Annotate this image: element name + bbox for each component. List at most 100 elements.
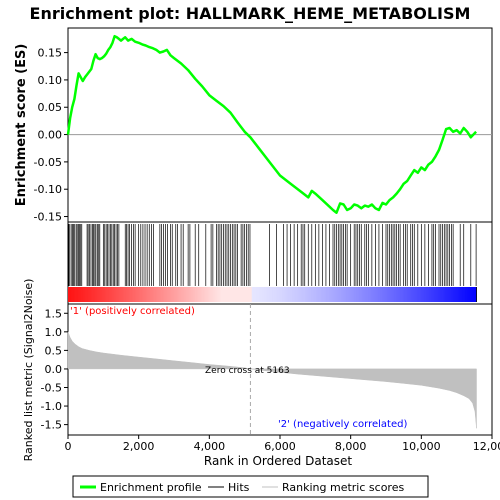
rank-color-cell bbox=[158, 287, 161, 302]
rank-color-cell bbox=[196, 287, 199, 302]
rank-color-cell bbox=[202, 287, 205, 302]
rank-color-cell bbox=[185, 287, 188, 302]
es-ytick-label: 0.10 bbox=[38, 74, 63, 87]
rank-color-cell bbox=[408, 287, 411, 302]
metric-xtick-label: 10,000 bbox=[402, 440, 441, 453]
rank-color-cell bbox=[157, 287, 159, 302]
rank-color-cell bbox=[121, 287, 124, 302]
rank-color-cell bbox=[325, 287, 328, 302]
rank-color-cell bbox=[455, 287, 458, 302]
rank-color-cell bbox=[410, 287, 412, 302]
rank-color-cell bbox=[395, 287, 398, 302]
rank-color-cell bbox=[89, 287, 92, 302]
rank-color-cell bbox=[346, 287, 349, 302]
metric-xtick-label: 12,000 bbox=[473, 440, 500, 453]
rank-color-cell bbox=[111, 287, 114, 302]
rank-color-cell bbox=[152, 287, 155, 302]
rank-color-cell bbox=[417, 287, 419, 302]
rank-color-cell bbox=[414, 287, 417, 302]
rank-color-cell bbox=[254, 287, 257, 302]
rank-color-cell bbox=[147, 287, 149, 302]
rank-color-cell bbox=[386, 287, 388, 302]
rank-color-cell bbox=[402, 287, 405, 302]
rank-color-cell bbox=[364, 287, 367, 302]
rank-color-cell bbox=[380, 287, 383, 302]
rank-color-cell bbox=[107, 287, 110, 302]
rank-color-cell bbox=[104, 287, 107, 302]
rank-color-cell bbox=[452, 287, 455, 302]
metric-ytick-label: -1.5 bbox=[41, 419, 62, 432]
rank-color-cell bbox=[366, 287, 369, 302]
rank-color-cell bbox=[82, 287, 84, 302]
rank-color-cell bbox=[172, 287, 175, 302]
rank-color-cell bbox=[401, 287, 404, 302]
rank-color-cell bbox=[265, 287, 268, 302]
rank-color-cell bbox=[226, 287, 229, 302]
rank-color-cell bbox=[465, 287, 467, 302]
metric-ytick-label: 0.0 bbox=[45, 363, 63, 376]
rank-color-cell bbox=[337, 287, 340, 302]
rank-color-cell bbox=[114, 287, 117, 302]
rank-color-cell bbox=[257, 287, 260, 302]
rank-color-cell bbox=[127, 287, 130, 302]
legend-box bbox=[72, 475, 429, 498]
rank-color-cell bbox=[315, 287, 318, 302]
rank-color-cell bbox=[274, 287, 277, 302]
rank-color-cell bbox=[264, 287, 267, 302]
rank-color-cell bbox=[319, 287, 322, 302]
rank-color-cell bbox=[68, 287, 70, 302]
rank-color-cell bbox=[248, 287, 251, 302]
rank-color-cell bbox=[113, 287, 116, 302]
metric-ytick-label: 1.0 bbox=[45, 326, 63, 339]
metric-ytick-label: -1.0 bbox=[41, 400, 62, 413]
rank-color-cell bbox=[130, 287, 132, 302]
rank-color-cell bbox=[336, 287, 339, 302]
rank-color-cell bbox=[217, 287, 220, 302]
zero-cross-label: Zero cross at 5163 bbox=[205, 366, 290, 376]
rank-color-cell bbox=[435, 287, 438, 302]
rank-color-cell bbox=[255, 287, 258, 302]
legend-metric-label: Ranking metric scores bbox=[282, 481, 404, 494]
rank-color-cell bbox=[377, 287, 380, 302]
es-ylabel: Enrichment score (ES) bbox=[14, 44, 29, 207]
rank-color-cell bbox=[206, 287, 209, 302]
rank-color-cell bbox=[128, 287, 131, 302]
rank-color-cell bbox=[432, 287, 435, 302]
rank-color-cell bbox=[404, 287, 407, 302]
es-ytick-label: 0.15 bbox=[38, 47, 63, 60]
rank-color-cell bbox=[367, 287, 370, 302]
rank-color-cell bbox=[73, 287, 76, 302]
hits-panel bbox=[67, 221, 493, 305]
rank-color-cell bbox=[80, 287, 83, 302]
rank-color-cell bbox=[124, 287, 127, 302]
rank-color-cell bbox=[462, 287, 465, 302]
rank-color-cell bbox=[108, 287, 111, 302]
rank-color-cell bbox=[463, 287, 466, 302]
rank-color-cell bbox=[244, 287, 247, 302]
rank-color-cell bbox=[174, 287, 176, 302]
chart-title: Enrichment plot: HALLMARK_HEME_METABOLIS… bbox=[30, 4, 471, 23]
rank-color-cell bbox=[92, 287, 94, 302]
rank-color-cell bbox=[195, 287, 198, 302]
es-panel: -0.15 -0.10 -0.05 0.00 0.05 0.10 0.15 bbox=[34, 27, 493, 224]
rank-color-cell bbox=[101, 287, 104, 302]
rank-color-cell bbox=[390, 287, 393, 302]
rank-color-cell bbox=[123, 287, 125, 302]
rank-color-cell bbox=[426, 287, 429, 302]
rank-color-cell bbox=[467, 287, 470, 302]
rank-color-cell bbox=[214, 287, 217, 302]
rank-color-cell bbox=[151, 287, 154, 302]
rank-color-cell bbox=[72, 287, 75, 302]
rank-color-cell bbox=[383, 287, 385, 302]
rank-color-cell bbox=[166, 287, 169, 302]
es-series-line bbox=[66, 34, 478, 214]
rank-color-cell bbox=[100, 287, 103, 302]
rank-color-cell bbox=[183, 287, 186, 302]
rank-color-cell bbox=[391, 287, 394, 302]
rank-color-cell bbox=[253, 287, 255, 302]
rank-color-cell bbox=[199, 287, 202, 302]
rank-color-cell bbox=[178, 287, 181, 302]
rank-color-cell bbox=[361, 287, 364, 302]
rank-color-cell bbox=[284, 287, 287, 302]
rank-color-cell bbox=[281, 287, 284, 302]
